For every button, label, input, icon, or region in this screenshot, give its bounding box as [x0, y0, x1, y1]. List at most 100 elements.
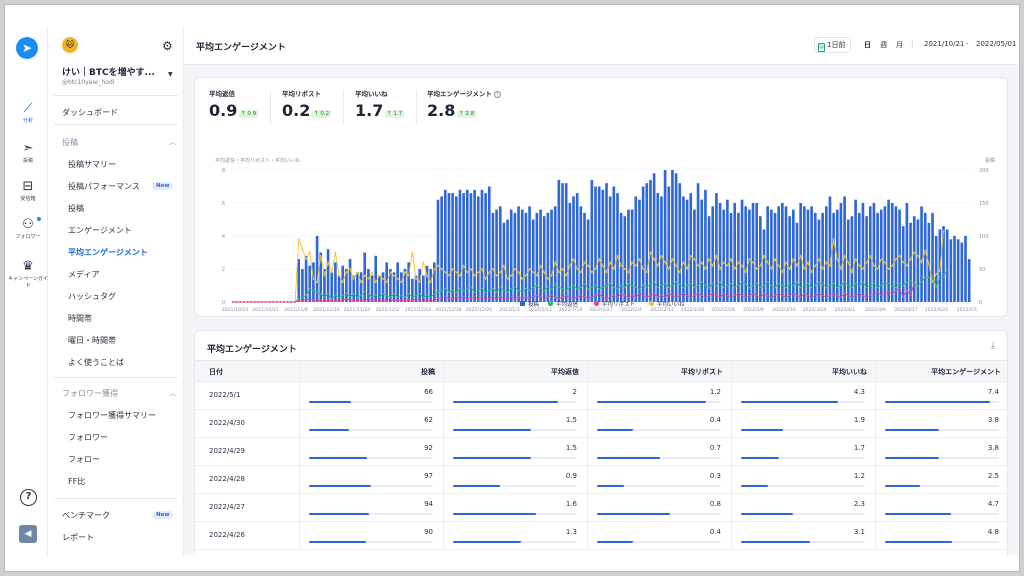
table-row[interactable]: 2022/4/28 97 0.9 0.3 1.2 2.5	[195, 466, 1007, 494]
bar-posts[interactable]	[319, 252, 323, 303]
bar-posts[interactable]	[418, 269, 421, 302]
legend-item[interactable]: 平均返信	[556, 300, 579, 308]
bar-posts[interactable]	[480, 189, 484, 302]
bar-posts[interactable]	[938, 229, 942, 302]
bar-posts[interactable]	[696, 183, 700, 302]
bar-posts[interactable]	[835, 209, 839, 302]
bar-posts[interactable]	[689, 193, 693, 302]
bar-posts[interactable]	[894, 206, 898, 302]
bar-posts[interactable]	[403, 269, 407, 302]
bar-posts[interactable]	[960, 242, 964, 302]
bar-posts[interactable]	[616, 193, 619, 302]
bar-posts[interactable]	[645, 183, 649, 302]
bar-posts[interactable]	[433, 262, 436, 302]
bar-posts[interactable]	[414, 275, 418, 302]
bar-posts[interactable]	[374, 255, 378, 302]
bar-posts[interactable]	[652, 173, 656, 302]
bar-posts[interactable]	[491, 212, 495, 302]
column-header[interactable]: 日付	[209, 368, 223, 376]
help-icon[interactable]: ?	[20, 489, 37, 506]
bar-posts[interactable]	[667, 186, 671, 303]
nav-posts-item[interactable]: 投稿パフォーマンス	[68, 182, 140, 191]
nav-posts-item[interactable]: 平均エンゲージメント	[68, 248, 148, 257]
bar-posts[interactable]	[744, 206, 748, 302]
bar-posts[interactable]	[781, 203, 784, 302]
bar-posts[interactable]	[462, 193, 465, 302]
bar-posts[interactable]	[389, 269, 392, 302]
bar-posts[interactable]	[531, 219, 535, 303]
bar-posts[interactable]	[564, 183, 568, 302]
bar-posts[interactable]	[905, 203, 909, 302]
bar-posts[interactable]	[546, 212, 550, 302]
nav-followers-item[interactable]: フォロー	[68, 455, 100, 464]
date-from[interactable]: 2021/10/21	[924, 40, 965, 48]
bar-posts[interactable]	[495, 209, 498, 302]
app-logo-icon[interactable]: ➤	[16, 37, 38, 59]
bar-posts[interactable]	[411, 278, 414, 302]
bar-posts[interactable]	[509, 209, 513, 302]
bar-posts[interactable]	[740, 199, 744, 302]
period-month-toggle[interactable]: 月	[896, 41, 903, 49]
rail-item-trophy[interactable]: ♛ キャンペーンガイド	[8, 259, 48, 290]
bar-posts[interactable]	[931, 212, 934, 302]
settings-gear-icon[interactable]: ⚙	[162, 39, 173, 53]
bar-posts[interactable]	[627, 209, 630, 302]
bar-posts[interactable]	[630, 209, 634, 302]
bar-posts[interactable]	[308, 265, 312, 302]
bar-posts[interactable]	[334, 262, 337, 302]
bar-posts[interactable]	[586, 219, 590, 303]
bar-posts[interactable]	[883, 206, 887, 302]
bar-posts[interactable]	[857, 212, 861, 302]
bar-posts[interactable]	[912, 216, 916, 302]
bar-posts[interactable]	[469, 193, 473, 302]
bar-posts[interactable]	[649, 179, 652, 302]
bar-posts[interactable]	[575, 193, 579, 302]
bar-posts[interactable]	[352, 275, 356, 302]
bar-posts[interactable]	[953, 236, 956, 302]
bar-posts[interactable]	[407, 262, 410, 302]
bar-posts[interactable]	[663, 170, 667, 302]
nav-report[interactable]: レポート	[62, 533, 94, 542]
bar-posts[interactable]	[297, 259, 301, 302]
bar-posts[interactable]	[887, 199, 890, 302]
bar-posts[interactable]	[956, 239, 960, 302]
bar-posts[interactable]	[323, 269, 326, 302]
bar-posts[interactable]	[312, 262, 315, 302]
bar-posts[interactable]	[777, 206, 780, 302]
bar-posts[interactable]	[429, 269, 432, 302]
bar-posts[interactable]	[967, 259, 971, 302]
period-day-toggle[interactable]: 日	[864, 41, 871, 49]
bar-posts[interactable]	[367, 269, 370, 302]
bar-posts[interactable]	[348, 259, 352, 302]
bar-posts[interactable]	[634, 196, 638, 302]
bar-posts[interactable]	[601, 189, 605, 302]
nav-followers-item[interactable]: フォロワー	[68, 433, 108, 442]
bar-posts[interactable]	[359, 272, 363, 302]
bar-posts[interactable]	[553, 206, 557, 302]
rail-item-chart-line[interactable]: ⟋ 分析	[8, 101, 48, 125]
bar-posts[interactable]	[337, 275, 341, 302]
bar-posts[interactable]	[619, 212, 623, 302]
bar-posts[interactable]	[641, 186, 645, 303]
table-row[interactable]: 2022/5/1 66 2 1.2 4.3 7.4	[195, 382, 1007, 410]
bar-posts[interactable]	[773, 212, 777, 302]
bar-posts[interactable]	[473, 189, 476, 302]
nav-posts-item[interactable]: 投稿サマリー	[68, 160, 116, 169]
bar-posts[interactable]	[476, 196, 480, 302]
bar-posts[interactable]	[759, 216, 762, 302]
bar-posts[interactable]	[400, 272, 403, 302]
bar-posts[interactable]	[330, 272, 334, 302]
legend-item[interactable]: 平均リポスト	[602, 300, 635, 308]
bar-posts[interactable]	[700, 199, 704, 302]
nav-posts-item[interactable]: エンゲージメント	[68, 226, 132, 235]
bar-posts[interactable]	[868, 206, 872, 302]
bar-posts[interactable]	[770, 209, 773, 302]
bar-posts[interactable]	[436, 199, 440, 302]
bar-posts[interactable]	[487, 186, 491, 303]
bar-posts[interactable]	[755, 203, 759, 302]
bar-posts[interactable]	[795, 222, 799, 302]
bar-posts[interactable]	[623, 216, 627, 302]
bar-posts[interactable]	[605, 183, 608, 302]
info-icon[interactable]: ?	[493, 91, 501, 98]
nav-posts-item[interactable]: 時間帯	[68, 314, 92, 323]
